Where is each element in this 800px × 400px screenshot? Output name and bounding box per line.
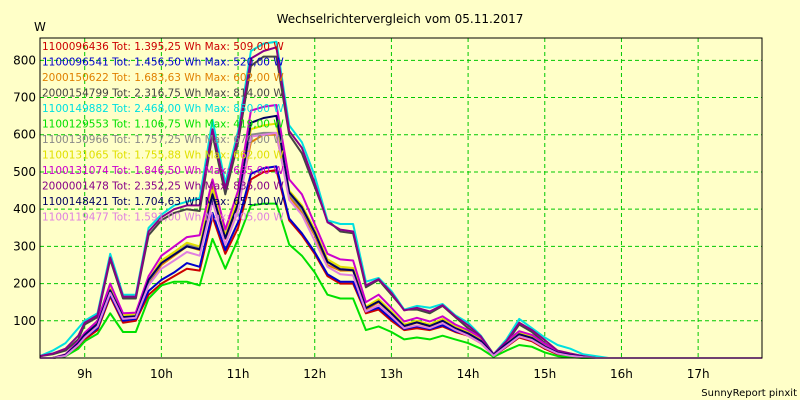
- footer-credit: SunnyReport pinxit: [701, 388, 797, 399]
- x-tick-label: 9h: [77, 367, 92, 381]
- legend-entry: 1100149882 Tot: 2.468,00 Wh Max: 850,00 …: [42, 103, 284, 115]
- x-tick-label: 10h: [150, 367, 173, 381]
- plot-border: [39, 37, 763, 359]
- legend: 1100096436 Tot: 1.395,25 Wh Max: 509,00 …: [42, 41, 284, 224]
- x-tick-label: 16h: [610, 367, 633, 381]
- x-ticks: 9h 10h 11h 12h 13h 14h 15h 16h 17h: [77, 367, 709, 381]
- chart-title: Wechselrichtervergleich vom 05.11.2017: [277, 12, 524, 26]
- legend-entry: 1100129553 Tot: 1.106,75 Wh Max: 419,00 …: [42, 119, 284, 131]
- y-tick-label: 200: [13, 277, 36, 291]
- y-tick-label: 500: [13, 165, 36, 179]
- y-tick-label: 100: [13, 314, 36, 328]
- x-tick-label: 11h: [227, 367, 250, 381]
- y-ticks: 100 200 300 400 500 600 700 800: [13, 53, 36, 327]
- y-tick-label: 700: [13, 91, 36, 105]
- y-axis-label: W: [34, 20, 46, 34]
- y-tick-label: 300: [13, 239, 36, 253]
- legend-entry: 2000154799 Tot: 2.316,75 Wh Max: 814,00 …: [42, 88, 284, 100]
- legend-entry: 1100131074 Tot: 1.846,50 Wh Max: 685,00 …: [42, 165, 284, 177]
- legend-entry: 1100130966 Tot: 1.757,25 Wh Max: 670,00 …: [42, 134, 284, 146]
- legend-entry: 1100119477 Tot: 1.591,00 Wh Max: 605,00 …: [42, 212, 284, 224]
- y-tick-label: 600: [13, 128, 36, 142]
- y-tick-label: 800: [13, 53, 36, 67]
- x-tick-label: 12h: [303, 367, 326, 381]
- x-tick-label: 13h: [380, 367, 403, 381]
- y-tick-label: 400: [13, 202, 36, 216]
- legend-entry: 2000001478 Tot: 2.352,25 Wh Max: 835,00 …: [42, 181, 284, 193]
- legend-entry: 1100131065 Tot: 1.755,88 Wh Max: 662,00 …: [42, 150, 284, 162]
- x-tick-label: 14h: [457, 367, 480, 381]
- x-tick-label: 15h: [533, 367, 556, 381]
- legend-entry: 2000150622 Tot: 1.683,63 Wh Max: 602,00 …: [42, 72, 284, 84]
- legend-entry: 1100096436 Tot: 1.395,25 Wh Max: 509,00 …: [42, 41, 284, 53]
- x-tick-label: 17h: [687, 367, 710, 381]
- grid-layer: [40, 38, 762, 358]
- legend-entry: 1100148421 Tot: 1.704,63 Wh Max: 651,00 …: [42, 196, 284, 208]
- legend-entry: 1100096541 Tot: 1.456,50 Wh Max: 520,00 …: [42, 57, 284, 69]
